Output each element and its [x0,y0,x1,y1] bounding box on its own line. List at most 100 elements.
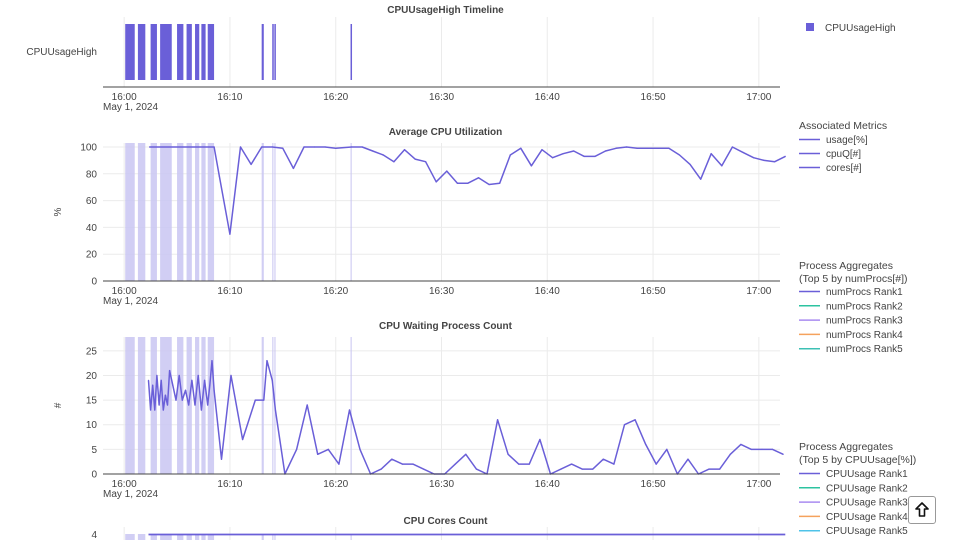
data-point [636,147,638,149]
data-point [148,146,151,148]
chart-title: CPU Waiting Process Count [379,321,513,332]
alert-shade-band [261,337,264,474]
legend-item-label: CPUUsage Rank1 [826,469,908,480]
x-tick-label: 16:30 [429,479,454,490]
data-point [169,369,171,372]
legend-item-label: CPUUsage Rank3 [826,498,908,509]
data-point [292,167,295,170]
alert-shade-band [160,143,172,281]
data-point [729,453,731,455]
x-date-label: May 1, 2024 [103,102,158,113]
data-point [218,175,220,178]
data-point [530,165,533,167]
data-point [581,468,583,470]
data-point [446,170,448,172]
data-point [271,146,273,148]
data-point [166,404,169,406]
data-point [750,448,753,450]
data-point [719,468,721,470]
data-point [359,448,361,450]
timeline-event-bar [150,24,157,80]
alert-shade-band [272,143,274,281]
data-point [327,448,329,450]
alert-shade-band [261,143,264,281]
legend-item-label: usage[%] [826,135,868,146]
alert-shade-band [160,337,172,474]
data-point [158,404,160,406]
alert-shade-band [186,534,192,540]
legend-item-label: numProcs Rank5 [826,344,903,355]
data-point [740,443,742,446]
data-point [412,463,414,465]
data-point [207,404,209,406]
data-point [687,458,689,460]
alert-shade-band [274,143,276,281]
data-point [708,468,710,470]
x-tick-label: 16:20 [323,92,348,103]
data-point [700,178,702,180]
legend-title-line: (Top 5 by CPUUsage[%]) [799,454,916,466]
timeline-event-bar [272,24,274,80]
x-tick-label: 16:10 [217,92,242,103]
alert-shade-band [350,337,352,474]
data-point [507,453,509,455]
timeline-event-bar [160,24,172,80]
series-line-usage [149,146,786,235]
y-tick-label: 80 [86,169,98,180]
x-tick-label: 16:00 [112,479,137,490]
alert-shade-band [272,534,274,540]
data-point [156,374,158,377]
legend-title-line: Process Aggregates [799,441,893,453]
x-tick-label: 16:00 [112,286,137,297]
data-point [271,379,273,382]
y-category-label: CPUUsageHigh [26,47,97,58]
data-point [623,424,626,426]
timeline-event-bar [125,24,135,80]
alert-shade-band [207,143,215,281]
data-point [731,146,733,148]
alert-shade-band [125,337,135,474]
y-tick-label: 5 [91,445,97,456]
timeline-event-bar [177,24,184,80]
data-point [242,438,244,441]
scroll-to-top-button[interactable] [908,496,936,524]
x-tick-label: 17:00 [746,286,771,297]
data-point [626,146,628,148]
y-tick-label: 25 [86,346,98,357]
data-point [147,379,150,382]
data-point [435,181,437,183]
x-tick-label: 16:40 [535,479,560,490]
data-point [742,151,744,153]
data-point [197,374,199,377]
alert-shade-band [160,534,172,540]
data-point [152,384,154,386]
data-point [454,463,456,465]
data-point [594,155,596,157]
data-point [509,154,511,156]
data-point [361,146,363,148]
alert-shade-band [274,534,276,540]
data-point [172,384,174,386]
data-point [602,458,604,460]
alert-shade-band [195,337,200,474]
data-point [154,409,156,411]
data-point [763,159,765,161]
data-point [303,146,305,148]
alert-shade-band [177,337,184,474]
legend-item-label: CPUUsage Rank2 [826,483,908,494]
y-axis-title: % [53,207,64,216]
legend-item-label: CPUUsageHigh [825,23,896,34]
chart-title: CPUUsageHigh Timeline [387,5,504,16]
data-point [274,409,277,411]
data-point [465,453,467,455]
y-tick-label: 100 [80,143,97,154]
alert-shade-band [261,534,264,540]
data-point [338,463,340,465]
timeline-event-bar [350,24,353,80]
data-point [655,463,657,465]
y-tick-label: 0 [91,277,97,288]
chart-title: CPU Cores Count [404,516,489,527]
data-point [335,147,337,149]
legend-item-label: numProcs Rank3 [826,316,903,327]
data-point [752,157,755,159]
